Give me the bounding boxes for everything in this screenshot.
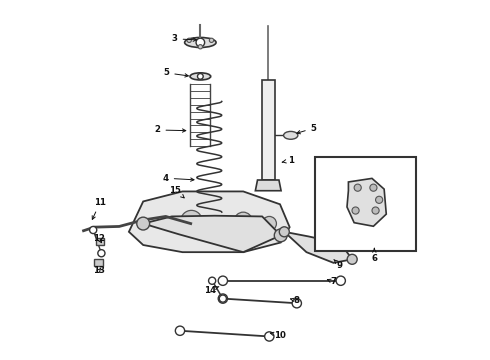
Circle shape	[274, 229, 287, 242]
Circle shape	[234, 212, 252, 230]
Circle shape	[90, 226, 97, 234]
Text: 12: 12	[93, 234, 105, 243]
Circle shape	[98, 249, 105, 257]
Text: 7: 7	[327, 277, 337, 286]
Polygon shape	[255, 180, 281, 191]
Polygon shape	[347, 179, 386, 226]
Circle shape	[197, 73, 203, 79]
Text: 1: 1	[282, 156, 294, 165]
Text: 4: 4	[163, 174, 194, 183]
Ellipse shape	[190, 73, 211, 80]
Polygon shape	[143, 216, 281, 252]
Text: 9: 9	[334, 260, 343, 270]
Text: 13: 13	[93, 266, 105, 275]
Text: 5: 5	[297, 124, 317, 134]
Text: 15: 15	[170, 185, 184, 198]
Circle shape	[137, 217, 149, 230]
Polygon shape	[284, 232, 352, 263]
Polygon shape	[129, 192, 290, 252]
Text: 3: 3	[172, 35, 196, 44]
Circle shape	[175, 326, 185, 336]
Circle shape	[375, 196, 383, 203]
Circle shape	[209, 38, 214, 42]
Text: 5: 5	[164, 68, 188, 77]
Text: 11: 11	[92, 198, 106, 219]
Bar	[96, 238, 104, 245]
Circle shape	[354, 184, 361, 191]
Text: 10: 10	[270, 331, 286, 340]
Bar	[315, 157, 416, 251]
Text: 2: 2	[154, 126, 186, 135]
Bar	[94, 259, 103, 266]
Text: 6: 6	[371, 248, 377, 263]
Text: 14: 14	[204, 285, 219, 294]
Circle shape	[370, 184, 377, 191]
Circle shape	[262, 216, 276, 231]
Circle shape	[265, 332, 274, 341]
Circle shape	[279, 227, 289, 237]
Circle shape	[181, 210, 202, 232]
Circle shape	[187, 38, 192, 42]
Ellipse shape	[185, 37, 216, 48]
Circle shape	[218, 276, 227, 285]
Bar	[262, 80, 275, 180]
Circle shape	[196, 38, 205, 47]
Text: 8: 8	[291, 296, 300, 305]
Circle shape	[352, 207, 359, 214]
Circle shape	[220, 295, 226, 302]
Ellipse shape	[284, 131, 298, 139]
Circle shape	[292, 298, 301, 308]
Circle shape	[209, 277, 216, 284]
Circle shape	[218, 294, 227, 303]
Circle shape	[336, 276, 345, 285]
Circle shape	[372, 207, 379, 214]
Circle shape	[198, 45, 202, 49]
Circle shape	[347, 254, 357, 264]
